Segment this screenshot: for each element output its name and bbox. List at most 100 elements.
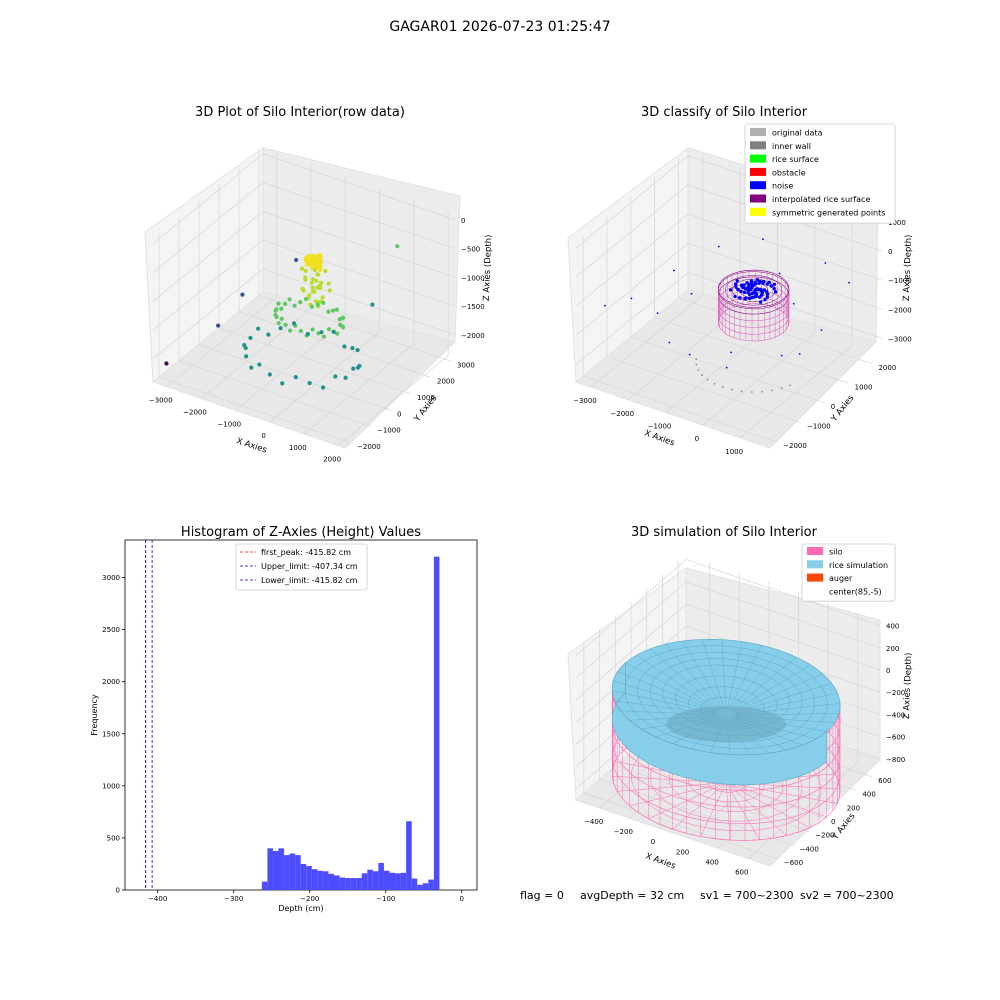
classify-noise-point bbox=[604, 304, 606, 307]
simulation-rice-spoke bbox=[735, 683, 832, 713]
classify-noise-point bbox=[728, 288, 733, 292]
raw-point bbox=[293, 374, 298, 380]
classify-ztick-label: −2000 bbox=[888, 306, 912, 314]
histogram-bar bbox=[339, 877, 346, 890]
simulation-silo-floor-spoke bbox=[725, 782, 787, 836]
raw-point bbox=[257, 362, 262, 367]
classify-legend-label: symmetric generated points bbox=[772, 208, 885, 217]
raw-point bbox=[315, 272, 320, 277]
raw-ztick-label: −1000 bbox=[461, 274, 485, 282]
raw-ticks: −3000−2000−1000010002000−2000−1000010002… bbox=[149, 217, 485, 464]
simulation-rice-spoke bbox=[617, 671, 717, 712]
raw-grid-x bbox=[235, 320, 346, 411]
histogram-legend-label: first_peak: -415.82 cm bbox=[261, 548, 351, 557]
histogram-bar bbox=[311, 869, 318, 890]
raw-grid-y bbox=[238, 311, 432, 378]
simulation-grid-z bbox=[685, 581, 881, 649]
raw-point bbox=[310, 277, 316, 282]
histogram-bar bbox=[383, 870, 390, 890]
raw-point bbox=[317, 262, 322, 267]
classify-noise-point bbox=[772, 286, 776, 291]
simulation-legend-label: silo bbox=[829, 548, 843, 557]
raw-point bbox=[319, 280, 324, 286]
classify-noise-point bbox=[848, 281, 850, 284]
classify-noise-point bbox=[736, 287, 740, 292]
simulation-legend-label: rice simulation bbox=[829, 561, 888, 570]
classify-noise-point bbox=[656, 312, 659, 315]
classify-noise-point bbox=[755, 287, 759, 291]
raw-point bbox=[327, 288, 332, 293]
classify-noise-point bbox=[751, 283, 756, 287]
raw-ztick-label: 0 bbox=[461, 217, 465, 225]
raw-point bbox=[321, 334, 327, 339]
classify-noise-point bbox=[757, 295, 762, 299]
raw-point bbox=[314, 278, 319, 284]
classify-grid-z bbox=[575, 272, 689, 365]
raw-zlabel: Z Axies (Depth) bbox=[482, 234, 494, 301]
raw-point bbox=[279, 306, 284, 311]
raw-point bbox=[342, 344, 347, 349]
histogram-bar bbox=[350, 878, 357, 890]
simulation-ytick-label: −400 bbox=[800, 845, 819, 853]
raw-point bbox=[334, 307, 339, 312]
histogram-vlines bbox=[145, 540, 153, 890]
raw-point bbox=[305, 331, 311, 337]
histogram-xtick-label: −300 bbox=[224, 895, 243, 903]
simulation-xtick-label: 400 bbox=[705, 858, 718, 866]
classify-grid-z bbox=[575, 155, 689, 249]
histogram-bar bbox=[422, 883, 429, 890]
raw-point bbox=[313, 299, 318, 304]
classify-wall-point bbox=[780, 387, 783, 390]
histogram-ytick-label: 1000 bbox=[102, 782, 120, 790]
histogram-bar bbox=[261, 881, 268, 890]
classify-noise-point bbox=[733, 294, 737, 299]
simulation-rice-spoke bbox=[649, 648, 720, 710]
raw-point bbox=[355, 347, 360, 353]
raw-grid-z bbox=[262, 182, 456, 249]
raw-points bbox=[164, 244, 400, 390]
classify-ticks: −3000 −2000 −1000 0 1000 −2000 −1000 0 1000 2000 1… bbox=[573, 219, 912, 456]
figure-suptitle: GAGAR01 2026-07-23 01:25:47 bbox=[389, 19, 610, 35]
classify-legend-swatch bbox=[750, 128, 766, 136]
simulation-ytick-label: 200 bbox=[847, 804, 860, 812]
histogram-bar bbox=[378, 862, 384, 890]
classify-noise-point bbox=[745, 281, 749, 285]
classify-noise-point bbox=[734, 285, 738, 289]
classify-noise-point bbox=[792, 302, 795, 305]
raw-point bbox=[326, 309, 331, 314]
classify-legend: original data inner wall rice surface obsta… bbox=[744, 123, 896, 224]
classify-noise-point bbox=[668, 341, 671, 344]
classify-points bbox=[604, 238, 850, 393]
panel-raw: 3D Plot of Silo Interior(row data) −3000… bbox=[144, 105, 494, 464]
histogram-bar bbox=[433, 556, 440, 890]
raw-point bbox=[280, 381, 285, 386]
raw-ztick-label: −500 bbox=[461, 246, 480, 254]
simulation-ytick-label: 0 bbox=[831, 818, 835, 826]
classify-grid-y bbox=[583, 375, 778, 443]
classify-legend-label: obstacle bbox=[772, 168, 806, 177]
classify-grid-y bbox=[630, 336, 825, 404]
simulation-title: 3D simulation of Silo Interior bbox=[631, 525, 818, 540]
classify-title: 3D classify of Silo Interior bbox=[641, 105, 808, 120]
histogram-bar bbox=[361, 873, 368, 890]
classify-noise-point bbox=[630, 297, 633, 300]
histogram-legend: first_peak: -415.82 cm Upper_limit: -407.… bbox=[235, 543, 368, 591]
simulation-legend-label: auger bbox=[829, 574, 853, 583]
simulation-legend: silo rice simulation auger center(85,-5) bbox=[801, 543, 896, 602]
raw-point bbox=[306, 255, 311, 260]
raw-grid-z bbox=[152, 182, 264, 273]
histogram-bar bbox=[317, 870, 323, 890]
classify-mesh-top bbox=[725, 275, 783, 306]
footer-avg-depth: avgDepth = 32 cm bbox=[580, 889, 685, 902]
raw-point bbox=[315, 285, 320, 290]
simulation-xlabel: X Axies bbox=[644, 851, 677, 871]
raw-grid-y bbox=[178, 360, 372, 428]
simulation-xtick-label: 200 bbox=[676, 848, 689, 856]
raw-point bbox=[321, 385, 326, 390]
raw-point bbox=[278, 326, 283, 331]
raw-point bbox=[321, 300, 326, 305]
simulation-rice-spoke bbox=[721, 639, 726, 709]
classify-ztick-label: −1000 bbox=[888, 277, 912, 285]
simulation-rice-spoke bbox=[613, 680, 717, 713]
classify-noise-point bbox=[765, 295, 769, 299]
